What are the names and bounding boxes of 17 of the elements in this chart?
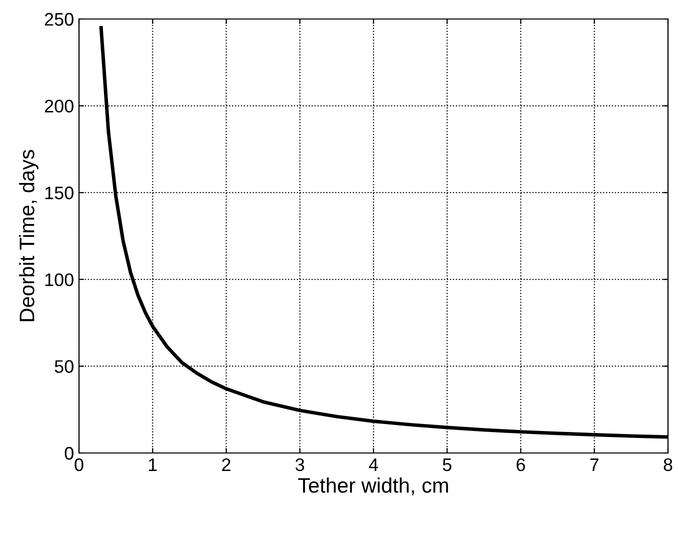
- y-tick-label: 0: [64, 446, 74, 460]
- x-tick-label: 4: [368, 458, 378, 471]
- x-tick-label: 5: [442, 458, 452, 472]
- x-tick-label: 6: [516, 458, 525, 472]
- y-axis-title: Deorbit Time, days: [19, 150, 38, 322]
- x-tick-label: 0: [74, 458, 84, 472]
- y-tick-label: 150: [45, 186, 74, 200]
- y-tick-label: 100: [45, 273, 74, 286]
- x-tick-label: 3: [296, 458, 304, 472]
- y-tick-label: 200: [44, 100, 74, 113]
- y-tick-label: 250: [44, 12, 74, 26]
- x-tick-label: 2: [222, 458, 230, 471]
- x-axis-title: Tether width, cm: [298, 477, 448, 496]
- x-tick-label: 7: [590, 458, 598, 471]
- x-tick-label: 1: [148, 458, 157, 471]
- x-tick-label: 8: [664, 458, 672, 472]
- y-tick-label: 50: [54, 360, 74, 373]
